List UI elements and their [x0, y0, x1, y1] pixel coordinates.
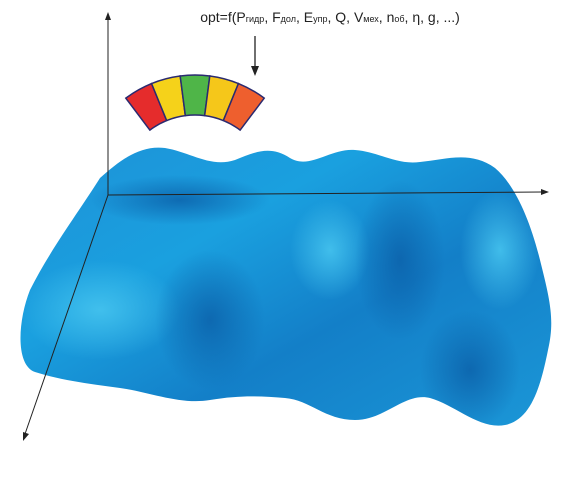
pointer-head: [251, 66, 259, 76]
page: {"formula": {"lead": "opt=f(", "separato…: [0, 0, 566, 482]
formula-subscript: мех: [363, 14, 379, 24]
body: opt=f(Pгидр, Fдол, Eупр, Q, Vмех, nоб, η…: [0, 0, 566, 482]
surface-highlight: [460, 190, 540, 310]
formula-term: P: [236, 9, 245, 25]
gauge: [126, 75, 264, 130]
formula-term: F: [272, 9, 281, 25]
formula-subscript: дол: [281, 14, 296, 24]
surface-shadow: [155, 250, 265, 390]
formula-term: g: [428, 9, 436, 25]
formula-term: η: [412, 9, 420, 25]
surface-shadow: [420, 310, 520, 430]
formula-subscript: гидр: [246, 14, 265, 24]
surface-shadow: [90, 175, 270, 225]
formula-subscript: об: [394, 14, 404, 24]
surface: [0, 130, 566, 450]
formula-separator: ,: [379, 9, 387, 25]
arrowhead: [541, 189, 549, 195]
formula-term: n: [387, 9, 395, 25]
formula-separator: ,: [327, 9, 335, 25]
formula-separator: ,: [420, 9, 428, 25]
formula-separator: ,: [264, 9, 272, 25]
formula-lead: opt=f(: [200, 9, 237, 25]
formula-separator: ,: [296, 9, 304, 25]
surface-shadow: [355, 180, 445, 340]
diagram: opt=f(Pгидр, Fдол, Eупр, Q, Vмех, nоб, η…: [0, 0, 566, 482]
arrowhead: [23, 432, 29, 441]
arrowhead: [105, 12, 111, 20]
formula-separator: ,: [405, 9, 413, 25]
formula: opt=f(Pгидр, Fдол, Eупр, Q, Vмех, nоб, η…: [200, 9, 460, 25]
formula-term: Q: [335, 9, 346, 25]
formula-term: E: [304, 9, 313, 25]
formula-separator: ,: [346, 9, 354, 25]
formula-subscript: упр: [313, 14, 327, 24]
formula-tail: , ...): [436, 9, 460, 25]
